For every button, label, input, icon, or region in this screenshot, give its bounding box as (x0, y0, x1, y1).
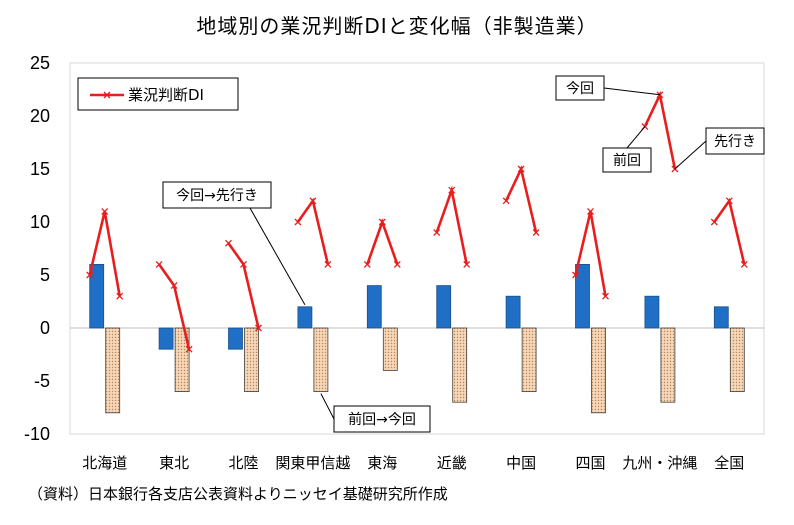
bar-prev-change (591, 327, 606, 414)
x-tick-label: 四国 (575, 454, 605, 472)
di-point (725, 197, 733, 205)
x-tick-label: 北海道 (82, 454, 127, 472)
bar-next-change (366, 285, 382, 329)
x-tick-label: 東北 (159, 454, 189, 472)
plot-frame (69, 62, 765, 435)
bar-prev-change (521, 327, 537, 392)
di-point (710, 218, 718, 226)
legend-label: 業況判断DI (128, 86, 204, 104)
x-tick-label: 近畿 (437, 454, 467, 472)
bar-prev-change (105, 327, 121, 414)
callout-box (555, 75, 605, 101)
legend-swatch-marker (103, 91, 111, 99)
bar-prev-change (660, 327, 676, 403)
y-tick-label: 0 (40, 318, 50, 338)
bar-next-change (297, 306, 313, 329)
bar-prev-change (452, 327, 468, 403)
callout-leader (626, 126, 646, 149)
di-point (433, 229, 441, 237)
bar-prev-change (729, 327, 745, 392)
callout-box (705, 127, 765, 155)
bar-next-change (644, 295, 660, 329)
di-point (587, 207, 594, 215)
di-point (309, 197, 317, 205)
bar-next-change (89, 263, 105, 329)
di-line (435, 185, 468, 265)
bar-prev-change (313, 327, 329, 392)
di-line (366, 218, 399, 265)
bar-next-change (228, 327, 243, 350)
di-point (393, 260, 401, 268)
di-point (116, 292, 124, 300)
bar-prev-change (244, 327, 259, 392)
di-point (448, 186, 456, 194)
di-point (602, 292, 609, 300)
di-point (101, 207, 109, 215)
x-tick-label: 九州・沖縄 (622, 454, 697, 472)
di-line (504, 165, 538, 233)
y-tick-label: 20 (30, 106, 50, 126)
callout-leader (320, 393, 335, 420)
callout-leader (674, 140, 707, 170)
di-point (185, 345, 193, 353)
di-point (86, 271, 94, 279)
bar-prev-change (174, 327, 190, 392)
callout-box (162, 181, 272, 209)
bar-next-change (505, 295, 521, 329)
y-tick-label: 10 (30, 212, 50, 232)
di-point (225, 239, 232, 247)
bar-next-change (158, 327, 174, 350)
y-tick-label: 5 (40, 265, 50, 285)
callout-label: 今回→先行き (176, 188, 258, 204)
y-tick-label: 25 (30, 53, 50, 73)
di-point (363, 260, 371, 268)
di-point (378, 218, 386, 226)
x-tick-label: 全国 (714, 454, 744, 472)
callout-label: 前回 (613, 152, 641, 169)
y-tick-label: -5 (34, 371, 50, 391)
bar-prev-change (382, 327, 398, 371)
x-tick-label: 北陸 (228, 454, 258, 472)
di-point (463, 260, 471, 268)
callout-label: 今回 (566, 81, 594, 97)
x-tick-label: 東海 (367, 454, 397, 472)
di-point (517, 165, 525, 173)
callout-leader (249, 207, 306, 306)
y-tick-label: -10 (24, 424, 50, 444)
di-point (740, 260, 748, 268)
y-tick-label: 15 (30, 159, 50, 179)
di-point (255, 324, 262, 332)
chart-title: 地域別の業況判断DIと変化幅（非製造業） (196, 14, 598, 38)
di-line (227, 242, 260, 329)
di-point (155, 260, 163, 268)
callout-box (602, 147, 652, 173)
x-tick-label: 中国 (506, 454, 536, 472)
callout-label: 先行き (714, 134, 756, 150)
bar-next-change (713, 306, 729, 329)
di-line (713, 197, 746, 265)
di-point (324, 260, 332, 268)
di-point (532, 229, 540, 237)
di-line (296, 197, 330, 265)
di-point (502, 197, 510, 205)
di-point (170, 282, 178, 290)
x-tick-label: 関東甲信越 (275, 454, 350, 472)
source-note: （資料）日本銀行各支店公表資料よりニッセイ基礎研究所作成 (28, 485, 448, 503)
bar-next-change (575, 263, 590, 329)
callout-label: 前回→今回 (348, 411, 416, 428)
di-point (240, 260, 247, 268)
callout-box (333, 405, 431, 433)
callout-leader (603, 87, 660, 96)
bar-next-change (436, 285, 452, 329)
di-point (572, 271, 579, 279)
di-point (294, 218, 302, 226)
